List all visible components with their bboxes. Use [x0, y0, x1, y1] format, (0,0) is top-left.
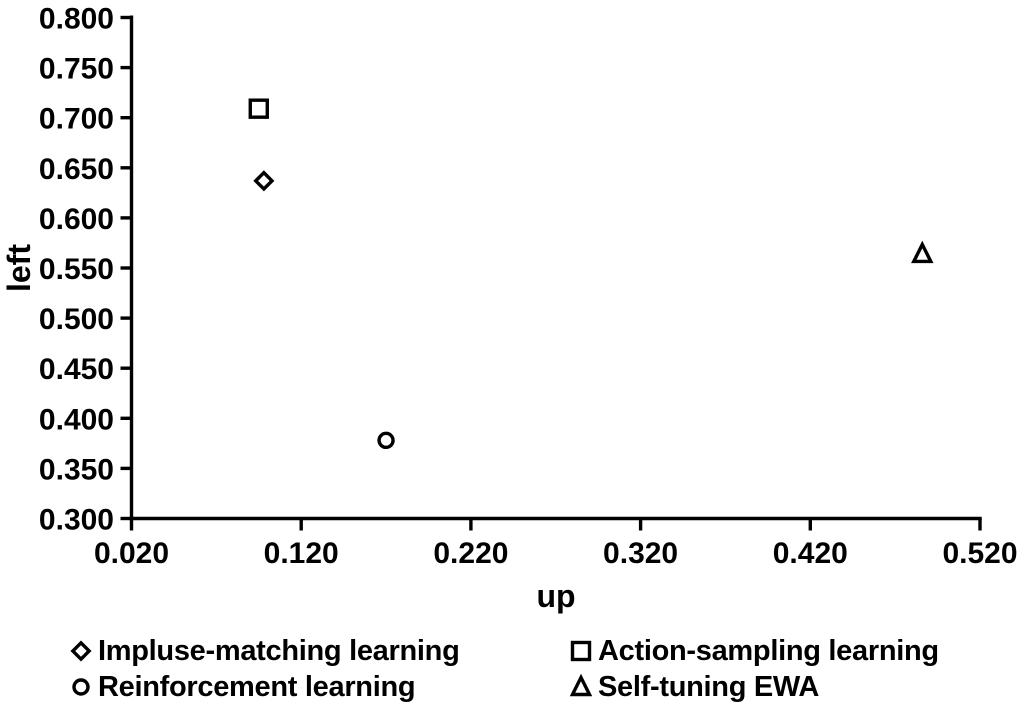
legend: Impluse-matching learning Action-sampling…	[68, 633, 939, 705]
y-tick-label: 0.350	[39, 453, 114, 486]
diamond-icon	[70, 640, 92, 662]
y-tick-label: 0.700	[39, 103, 114, 136]
legend-label: Impluse-matching learning	[98, 634, 460, 667]
x-tick-label: 0.020	[94, 537, 169, 570]
y-tick-label: 0.800	[39, 3, 114, 36]
x-tick-label: 0.220	[433, 537, 508, 570]
x-tick-label: 0.120	[264, 537, 339, 570]
legend-item-diamond: Impluse-matching learning	[68, 633, 568, 669]
y-tick-label: 0.500	[39, 303, 114, 336]
data-point-square	[248, 98, 269, 119]
data-point-circle	[377, 431, 395, 450]
y-tick-label: 0.550	[39, 253, 114, 286]
data-point-diamond	[253, 170, 275, 192]
legend-item-square: Action-sampling learning	[568, 633, 939, 669]
legend-item-triangle: Self-tuning EWA	[568, 669, 939, 705]
square-icon	[570, 640, 592, 662]
y-tick-label: 0.600	[39, 203, 114, 236]
legend-label: Self-tuning EWA	[598, 670, 820, 703]
y-tick-label: 0.750	[39, 53, 114, 86]
x-tick-label: 0.320	[603, 537, 678, 570]
x-tick-label: 0.520	[942, 537, 1017, 570]
legend-label: Action-sampling learning	[598, 634, 939, 667]
data-point-triangle	[911, 240, 934, 264]
legend-label: Reinforcement learning	[98, 670, 416, 703]
y-tick-label: 0.450	[39, 353, 114, 386]
y-tick-label: 0.400	[39, 403, 114, 436]
legend-item-circle: Reinforcement learning	[68, 669, 568, 705]
circle-icon	[72, 678, 90, 696]
y-axis-title: left	[1, 244, 37, 292]
x-tick-label: 0.420	[773, 537, 848, 570]
axes: 0.300 0.350 0.400 0.450 0.500 0.550 0.600 0.650…	[39, 3, 1018, 571]
y-tick-label: 0.300	[39, 504, 114, 537]
data-points	[248, 98, 934, 450]
triangle-icon	[569, 674, 593, 697]
x-axis-title: up	[536, 578, 575, 614]
y-tick-label: 0.650	[39, 153, 114, 186]
